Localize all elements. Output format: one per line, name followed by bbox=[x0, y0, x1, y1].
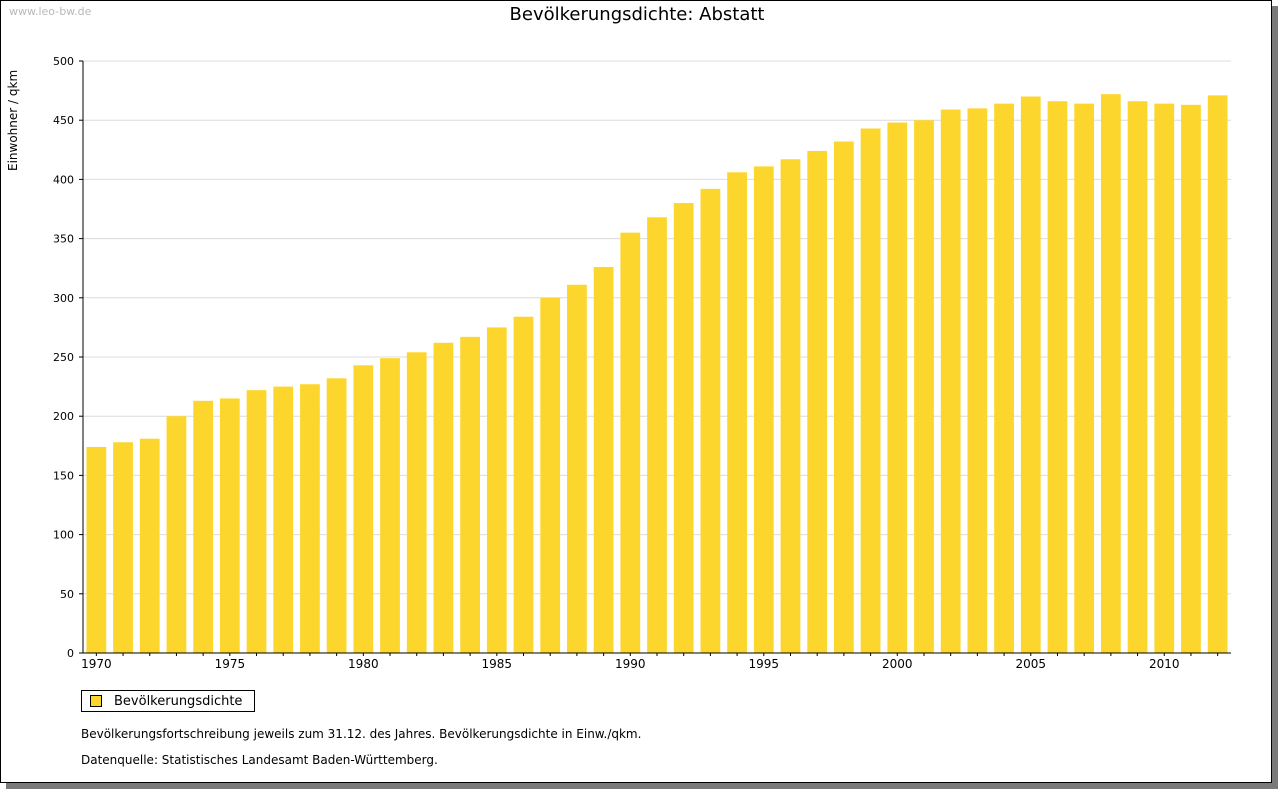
bar-2003 bbox=[967, 108, 988, 654]
y-tick-label: 150 bbox=[53, 469, 74, 482]
x-tick-label: 2010 bbox=[1149, 657, 1180, 671]
bar-1989 bbox=[593, 267, 614, 653]
bar-1974 bbox=[193, 400, 214, 653]
y-tick-label: 50 bbox=[60, 588, 74, 601]
bar-1991 bbox=[647, 217, 667, 653]
note-line-1: Bevölkerungsfortschreibung jeweils zum 3… bbox=[81, 727, 642, 741]
y-tick-label: 450 bbox=[53, 114, 74, 127]
bar-1979 bbox=[326, 378, 347, 653]
bar-1970 bbox=[86, 446, 107, 653]
y-tick-label: 100 bbox=[53, 529, 74, 542]
bar-2006 bbox=[1047, 101, 1068, 654]
bar-1999 bbox=[860, 128, 881, 653]
bar-1981 bbox=[380, 358, 400, 653]
bar-1993 bbox=[700, 188, 721, 653]
bar-2005 bbox=[1020, 96, 1041, 653]
x-tick-labels: 1970 1975 1980 1985 1990 1995 2000 2005 2010 bbox=[81, 657, 1179, 671]
bar-2009 bbox=[1127, 101, 1148, 654]
bar-2001 bbox=[914, 120, 934, 653]
bar-1984 bbox=[460, 336, 480, 653]
bar-1975 bbox=[219, 398, 240, 653]
y-tick-label: 250 bbox=[53, 351, 74, 364]
axes bbox=[79, 60, 1231, 656]
bar-1978 bbox=[300, 384, 320, 653]
bar-2012 bbox=[1207, 95, 1228, 653]
y-tick-label: 200 bbox=[53, 410, 74, 423]
bar-1996 bbox=[780, 159, 801, 653]
bar-1995 bbox=[753, 166, 774, 653]
x-tick-label: 1985 bbox=[482, 657, 513, 671]
legend: Bevölkerungsdichte bbox=[81, 690, 256, 712]
bar-1971 bbox=[113, 442, 133, 653]
bar-2011 bbox=[1181, 104, 1201, 654]
x-tick-label: 1995 bbox=[749, 657, 780, 671]
y-tick-label: 350 bbox=[53, 233, 74, 246]
bar-1982 bbox=[406, 352, 427, 653]
bar-1988 bbox=[567, 284, 587, 653]
y-tick-label: 300 bbox=[53, 292, 74, 305]
bar-1976 bbox=[246, 390, 267, 653]
bar-1987 bbox=[540, 297, 561, 653]
y-tick-label: 500 bbox=[53, 55, 74, 68]
bar-1973 bbox=[166, 416, 187, 653]
bar-2008 bbox=[1100, 94, 1121, 654]
x-tick-label: 1980 bbox=[348, 657, 379, 671]
x-tick-label: 1975 bbox=[215, 657, 246, 671]
chart-title: Bevölkerungsdichte: Abstatt bbox=[509, 4, 765, 25]
y-tick-label: 0 bbox=[67, 647, 74, 660]
bar-1972 bbox=[139, 438, 160, 653]
bar-1992 bbox=[673, 203, 694, 653]
legend-swatch bbox=[90, 695, 102, 707]
bar-1998 bbox=[834, 141, 854, 653]
bar-2007 bbox=[1074, 103, 1095, 653]
x-tick-label: 1970 bbox=[81, 657, 112, 671]
watermark: www.leo-bw.de bbox=[9, 5, 92, 18]
bar-2004 bbox=[994, 103, 1014, 653]
bar-1997 bbox=[807, 150, 828, 653]
legend-label: Bevölkerungsdichte bbox=[114, 693, 243, 709]
note-line-2: Datenquelle: Statistisches Landesamt Bad… bbox=[81, 753, 438, 767]
bar-2000 bbox=[887, 122, 908, 654]
x-tick-label: 1990 bbox=[615, 657, 646, 671]
bar-2002 bbox=[940, 109, 961, 653]
x-tick-label: 2005 bbox=[1015, 657, 1046, 671]
x-tick-label: 2000 bbox=[882, 657, 913, 671]
y-tick-label: 400 bbox=[53, 173, 74, 186]
bar-1983 bbox=[433, 342, 454, 653]
bar-1990 bbox=[620, 232, 641, 653]
bars bbox=[86, 94, 1228, 654]
bar-1980 bbox=[353, 365, 374, 653]
bar-1994 bbox=[727, 172, 747, 653]
y-tick-labels: 0 50 100 150 200 250 300 350 400 450 500 bbox=[53, 55, 74, 660]
bar-1985 bbox=[486, 327, 507, 653]
bar-1986 bbox=[513, 316, 534, 653]
bar-2010 bbox=[1154, 103, 1175, 653]
bar-1977 bbox=[273, 386, 294, 653]
